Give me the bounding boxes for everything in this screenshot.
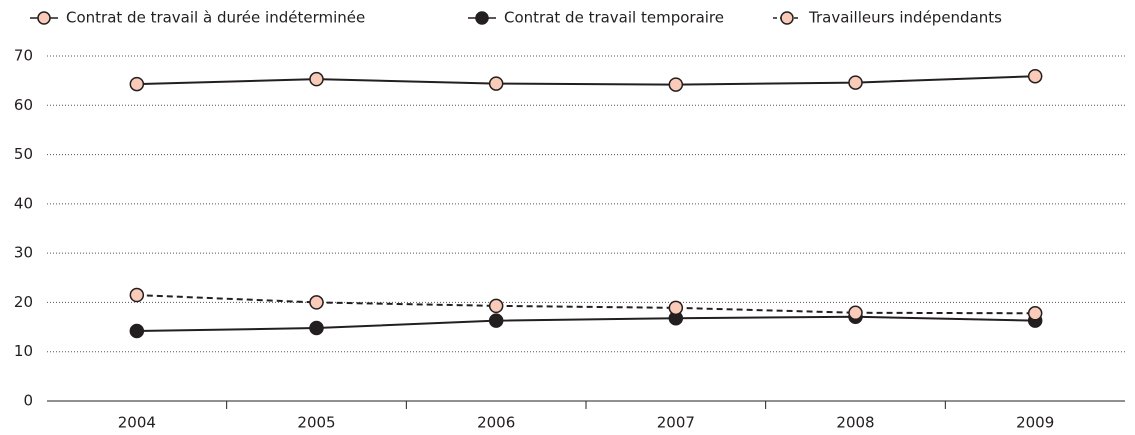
point-marker: [488, 298, 504, 314]
y-tick-label: 30: [14, 244, 33, 262]
y-tick-label: 50: [14, 145, 33, 163]
point-marker: [309, 71, 324, 87]
point-marker: [848, 305, 863, 321]
legend-marker: [37, 11, 51, 25]
legend-label: Contrat de travail temporaire: [504, 9, 724, 27]
point-marker: [129, 323, 145, 339]
point-marker: [1027, 68, 1043, 84]
point-marker: [129, 287, 145, 303]
point-marker: [488, 76, 504, 91]
point-marker: [309, 320, 324, 336]
legend-marker: [475, 11, 489, 25]
y-tick-label: 10: [14, 342, 33, 360]
legend-marker: [780, 11, 794, 25]
series-line: [136, 75, 1036, 86]
x-tick-label: 2007: [657, 414, 695, 432]
legend-label: Contrat de travail à durée indéterminée: [66, 9, 365, 27]
point-marker: [488, 313, 504, 328]
point-marker: [668, 300, 684, 316]
point-marker: [1027, 306, 1043, 321]
series-line: [136, 315, 1036, 333]
series-line: [136, 294, 1036, 315]
point-marker: [668, 77, 684, 92]
y-tick-label: 60: [14, 96, 33, 114]
y-tick-label: 40: [14, 194, 33, 212]
x-tick-label: 2006: [477, 414, 515, 432]
x-tick-label: 2004: [118, 414, 156, 432]
legend-label: Travailleurs indépendants: [808, 9, 1002, 27]
point-marker: [129, 76, 145, 92]
y-tick-label: 70: [14, 47, 33, 65]
y-tick-label: 20: [14, 293, 33, 311]
point-marker: [309, 295, 324, 310]
x-tick-label: 2009: [1016, 414, 1054, 432]
x-tick-label: 2008: [836, 414, 874, 432]
point-marker: [848, 75, 863, 90]
x-tick-label: 2005: [297, 414, 335, 432]
y-tick-label: 0: [23, 392, 33, 410]
